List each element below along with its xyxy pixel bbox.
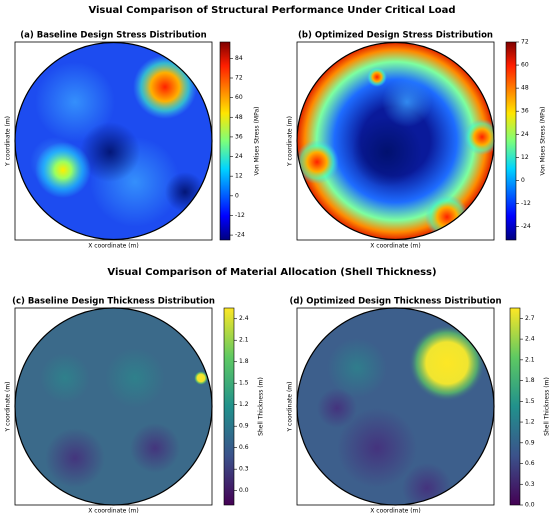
subplot-title: (b) Optimized Design Stress Distribution bbox=[298, 31, 493, 41]
subplot-title: (d) Optimized Design Thickness Distribut… bbox=[289, 297, 501, 307]
colorbar bbox=[505, 41, 517, 241]
colorbar-label: Shell Thickness (m) bbox=[258, 377, 265, 436]
field-blob bbox=[45, 428, 105, 488]
colorbar-tick-label: 60 bbox=[521, 62, 529, 69]
field-blob bbox=[367, 67, 387, 87]
colorbar-tick-label: 36 bbox=[521, 108, 529, 115]
y-axis-label: Y coordinate (m) bbox=[287, 116, 294, 167]
plot-frame bbox=[14, 41, 213, 241]
colorbar-tick-label: 1.2 bbox=[525, 419, 535, 426]
colorbar-tick-label: 72 bbox=[521, 39, 529, 46]
section-title: Visual Comparison of Material Allocation… bbox=[107, 267, 436, 278]
heatmap-field bbox=[297, 308, 494, 505]
colorbar-tick-label: -24 bbox=[521, 223, 531, 230]
colorbar-tick-label: 0.0 bbox=[239, 487, 249, 494]
colorbar bbox=[509, 307, 521, 506]
x-axis-label: X coordinate (m) bbox=[370, 508, 420, 515]
colorbar-tick-label: 0.6 bbox=[239, 444, 249, 451]
colorbar-tick-label: 12 bbox=[521, 154, 529, 161]
colorbar bbox=[223, 307, 235, 506]
heatmap-field bbox=[15, 308, 212, 505]
colorbar-label: Von Mises Stress (MPa) bbox=[540, 107, 547, 176]
field-blob bbox=[40, 353, 90, 403]
section-title: Visual Comparison of Structural Performa… bbox=[88, 5, 455, 16]
colorbar-tick-label: 2.4 bbox=[525, 336, 535, 343]
field-blob bbox=[133, 55, 197, 119]
field-blob bbox=[130, 423, 180, 473]
colorbar-tick-label: 1.5 bbox=[239, 380, 249, 387]
colorbar bbox=[219, 41, 231, 241]
y-axis-label: Y coordinate (m) bbox=[287, 381, 294, 432]
field-blob bbox=[35, 142, 91, 198]
field-blob bbox=[297, 140, 339, 184]
field-blob bbox=[464, 119, 494, 155]
field-base bbox=[15, 308, 212, 505]
colorbar-tick-label: 24 bbox=[521, 131, 529, 138]
colorbar-tick-label: 84 bbox=[235, 55, 243, 62]
x-axis-label: X coordinate (m) bbox=[370, 243, 420, 250]
field-blob bbox=[35, 62, 115, 142]
subplot-title: (a) Baseline Design Stress Distribution bbox=[20, 31, 206, 41]
y-axis-label: Y coordinate (m) bbox=[5, 116, 12, 167]
colorbar-tick-label: 0.6 bbox=[525, 460, 535, 467]
colorbar-tick-label: 36 bbox=[235, 133, 243, 140]
field-blob bbox=[165, 172, 205, 212]
colorbar-tick-label: 12 bbox=[235, 173, 243, 180]
colorbar-tick-label: 48 bbox=[235, 114, 243, 121]
colorbar-tick-label: -12 bbox=[235, 212, 245, 219]
colorbar-tick-label: 0 bbox=[235, 192, 239, 199]
field-blob bbox=[327, 338, 387, 398]
x-axis-label: X coordinate (m) bbox=[88, 243, 138, 250]
y-axis-label: Y coordinate (m) bbox=[5, 381, 12, 432]
x-axis-label: X coordinate (m) bbox=[88, 508, 138, 515]
plot-frame bbox=[14, 307, 213, 506]
colorbar-tick-label: 2.4 bbox=[239, 315, 249, 322]
colorbar-tick-label: 0.3 bbox=[525, 481, 535, 488]
field-blob bbox=[409, 325, 485, 401]
field-blob bbox=[382, 77, 432, 127]
plot-frame bbox=[296, 41, 495, 241]
heatmap-field bbox=[297, 42, 494, 240]
colorbar-tick-label: -12 bbox=[521, 200, 531, 207]
field-blob bbox=[194, 371, 208, 385]
colorbar-tick-label: 0.9 bbox=[239, 423, 249, 430]
colorbar-tick-label: 72 bbox=[235, 75, 243, 82]
colorbar-label: Shell Thickness (m) bbox=[544, 377, 550, 436]
colorbar-tick-label: 0.9 bbox=[525, 439, 535, 446]
colorbar-tick-label: 2.7 bbox=[525, 315, 535, 322]
colorbar-tick-label: 24 bbox=[235, 153, 243, 160]
colorbar-tick-label: -24 bbox=[235, 232, 245, 239]
plot-frame bbox=[296, 307, 495, 506]
subplot-title: (c) Baseline Design Thickness Distributi… bbox=[12, 297, 215, 307]
field-blob bbox=[105, 348, 165, 408]
colorbar-tick-label: 60 bbox=[235, 94, 243, 101]
field-blob bbox=[317, 388, 357, 428]
colorbar-tick-label: 0.0 bbox=[525, 502, 535, 509]
colorbar-tick-label: 1.2 bbox=[239, 401, 249, 408]
colorbar-tick-label: 0.3 bbox=[239, 466, 249, 473]
field-blob bbox=[402, 463, 452, 505]
colorbar-tick-label: 0 bbox=[521, 177, 525, 184]
colorbar-tick-label: 48 bbox=[521, 85, 529, 92]
heatmap-field bbox=[15, 42, 212, 240]
field-blob bbox=[352, 117, 422, 187]
colorbar-tick-label: 1.8 bbox=[525, 377, 535, 384]
colorbar-tick-label: 2.1 bbox=[525, 356, 535, 363]
colorbar-tick-label: 1.5 bbox=[525, 398, 535, 405]
field-blob bbox=[337, 408, 417, 488]
field-blob bbox=[80, 122, 140, 182]
colorbar-tick-label: 1.8 bbox=[239, 358, 249, 365]
colorbar-label: Von Mises Stress (MPa) bbox=[254, 107, 261, 176]
colorbar-tick-label: 2.1 bbox=[239, 337, 249, 344]
